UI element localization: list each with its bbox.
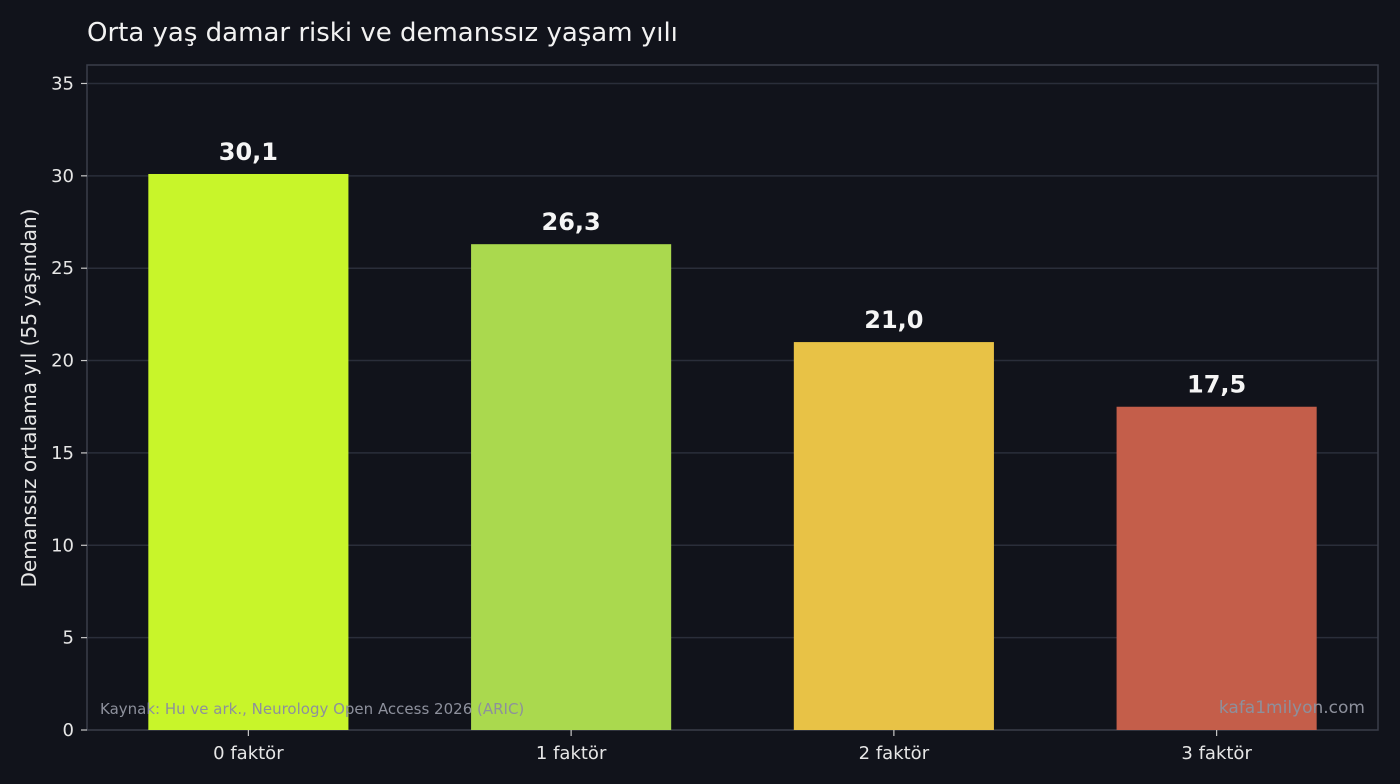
bar-2 xyxy=(793,342,994,730)
value-labels: 30,1 26,3 21,0 17,5 xyxy=(219,138,1246,399)
source-note: Kaynak: Hu ve ark., Neurology Open Acces… xyxy=(100,700,524,718)
plot-frame xyxy=(86,64,1379,731)
x-tick-label: 1 faktör xyxy=(536,743,607,764)
x-tick-label: 3 faktör xyxy=(1181,743,1252,764)
bar-1 xyxy=(471,244,672,731)
bars xyxy=(148,173,1317,731)
y-tick-label: 15 xyxy=(51,443,74,464)
y-tick-label: 10 xyxy=(51,535,74,556)
chart-title: Orta yaş damar riski ve demanssız yaşam … xyxy=(87,18,678,48)
y-axis-ticks: 0 5 10 15 20 25 30 35 xyxy=(51,73,87,741)
bar-0 xyxy=(148,173,349,731)
value-label: 21,0 xyxy=(864,306,923,334)
value-label: 26,3 xyxy=(542,208,601,236)
bar-3 xyxy=(1116,406,1317,730)
value-label: 17,5 xyxy=(1187,371,1246,399)
x-tick-label: 0 faktör xyxy=(213,743,284,764)
y-tick-label: 35 xyxy=(51,73,74,94)
x-axis-ticks: 0 faktör 1 faktör 2 faktör 3 faktör xyxy=(213,730,1252,764)
value-label: 30,1 xyxy=(219,138,278,166)
x-tick-label: 2 faktör xyxy=(859,743,930,764)
y-tick-label: 30 xyxy=(51,166,74,187)
y-tick-label: 5 xyxy=(63,628,74,649)
y-axis-label: Demanssız ortalama yıl (55 yaşından) xyxy=(17,209,41,588)
y-tick-label: 0 xyxy=(63,720,74,741)
y-tick-label: 25 xyxy=(51,258,74,279)
y-tick-label: 20 xyxy=(51,351,74,372)
watermark: kafa1milyon.com xyxy=(1219,698,1365,718)
